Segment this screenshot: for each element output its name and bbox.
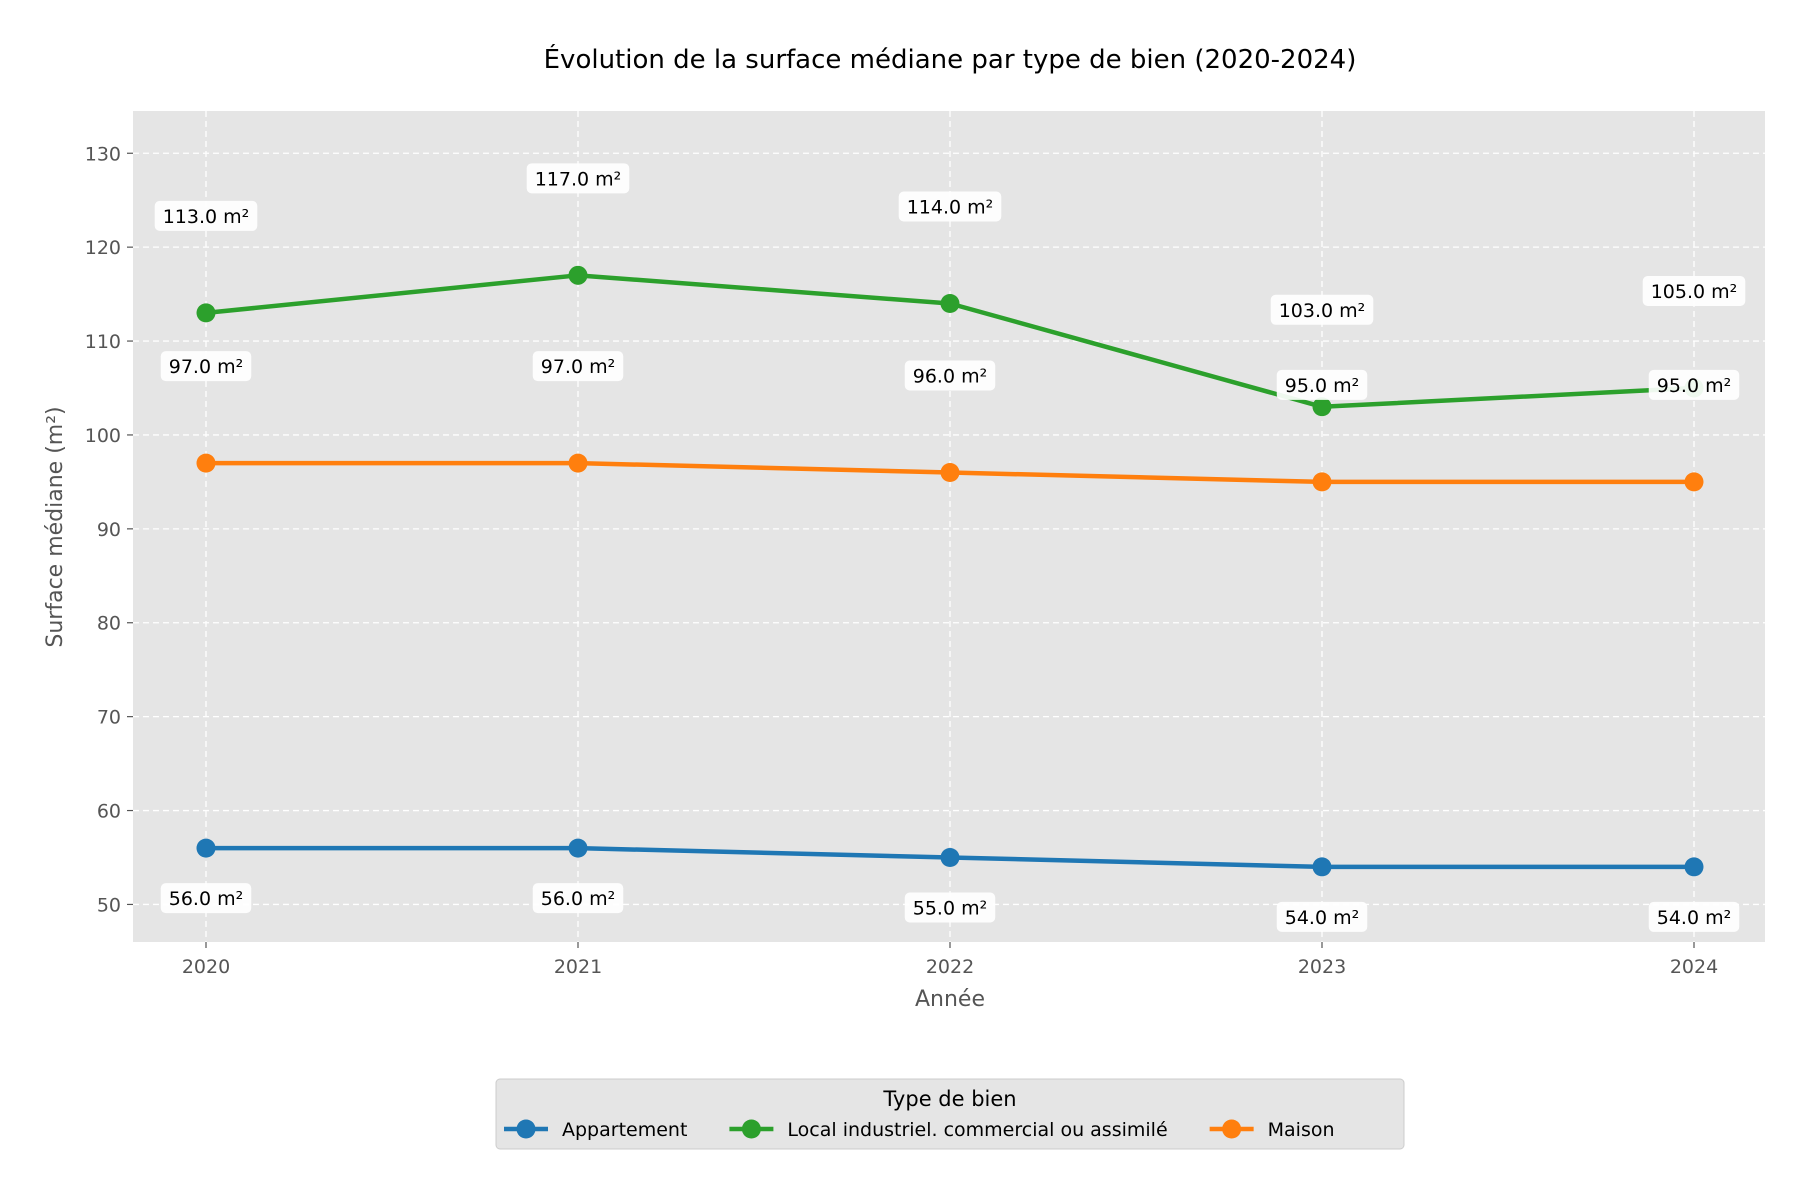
x-axis-label: Année [915, 987, 985, 1012]
data-label-box [154, 200, 258, 231]
data-label-box [904, 360, 996, 391]
y-tick-label: 80 [97, 613, 121, 635]
x-tick-label: 2020 [182, 956, 230, 978]
data-point [1312, 397, 1332, 417]
data-label-text: 95.0 m² [1285, 375, 1359, 397]
data-label-box [526, 163, 630, 194]
series-appartement [196, 838, 1704, 877]
legend-item: Maison [1209, 1119, 1335, 1141]
data-label-box [160, 351, 252, 382]
data-label-text: 54.0 m² [1657, 907, 1731, 929]
y-tick-label: 50 [97, 894, 121, 916]
data-label: 54.0 m² [1648, 901, 1740, 932]
chart-title: Évolution de la surface médiane par type… [544, 43, 1357, 75]
data-label: 105.0 m² [1642, 276, 1746, 306]
y-tick-label: 100 [85, 425, 121, 447]
legend-item: Local industriel. commercial ou assimilé [729, 1119, 1168, 1141]
data-label: 96.0 m² [904, 360, 996, 391]
data-label: 56.0 m² [532, 883, 624, 914]
y-tick-label: 120 [85, 237, 121, 259]
data-label: 56.0 m² [160, 883, 252, 914]
data-label-box [532, 883, 624, 914]
data-label-text: 117.0 m² [535, 168, 622, 190]
data-label-text: 96.0 m² [913, 366, 987, 388]
data-label-text: 95.0 m² [1657, 375, 1731, 397]
data-label: 54.0 m² [1276, 901, 1368, 932]
data-label-box [1648, 901, 1740, 932]
y-tick-label: 60 [97, 801, 121, 823]
data-label-box [898, 191, 1002, 222]
x-tick-label: 2023 [1298, 956, 1346, 978]
data-point [568, 838, 588, 858]
data-label-text: 113.0 m² [163, 206, 250, 228]
data-label-text: 103.0 m² [1279, 300, 1366, 322]
data-label: 114.0 m² [898, 191, 1002, 222]
data-label-box [1648, 369, 1740, 400]
data-point [940, 293, 960, 313]
y-tick-label: 110 [85, 331, 121, 353]
x-tick-label: 2022 [926, 956, 974, 978]
data-label-text: 54.0 m² [1285, 907, 1359, 929]
x-tick-label: 2024 [1670, 956, 1718, 978]
data-point [196, 453, 216, 473]
data-label: 103.0 m² [1270, 294, 1374, 325]
axis-ticks: 50 60 70 80 90 100 110 120 130 2020 2021 2022 2023 20… [85, 143, 1718, 978]
data-label: 117.0 m² [526, 163, 630, 194]
y-axis-label: Surface médiane (m²) [43, 406, 68, 647]
data-label-box [1642, 276, 1746, 306]
data-label-box [1276, 901, 1368, 932]
legend-label: Appartement [562, 1119, 687, 1141]
data-label-box [532, 351, 624, 382]
data-point [1312, 472, 1332, 492]
data-label: 95.0 m² [1648, 369, 1740, 400]
data-label-box [1276, 369, 1368, 400]
y-tick-label: 130 [85, 143, 121, 165]
data-labels: 56.0 m² 56.0 m² 55.0 m² 54.0 m² 54.0 m² 113.0… [154, 163, 1746, 932]
legend-label: Maison [1268, 1119, 1335, 1141]
data-label: 97.0 m² [532, 351, 624, 382]
data-label: 113.0 m² [154, 200, 258, 231]
y-tick-label: 90 [97, 519, 121, 541]
data-point [568, 265, 588, 285]
data-label-text: 56.0 m² [169, 888, 243, 910]
data-point [1684, 472, 1704, 492]
data-label: 55.0 m² [904, 892, 996, 923]
legend-box [495, 1078, 1405, 1150]
data-point [1684, 857, 1704, 877]
legend-marker [741, 1119, 761, 1139]
data-label: 97.0 m² [160, 351, 252, 382]
data-label-box [160, 883, 252, 914]
data-point [196, 838, 216, 858]
plot-area [133, 111, 1765, 942]
legend: Type de bien Appartement Local industriel… [495, 1078, 1405, 1150]
data-point [568, 453, 588, 473]
series-lines [196, 265, 1704, 877]
data-label-box [904, 892, 996, 923]
data-point [196, 303, 216, 323]
legend-items: Appartement Local industriel. commercial … [504, 1119, 1335, 1141]
legend-marker [516, 1119, 536, 1139]
data-label-text: 97.0 m² [541, 356, 615, 378]
grid-lines [133, 111, 1765, 942]
data-label-text: 56.0 m² [541, 888, 615, 910]
legend-item: Appartement [504, 1119, 687, 1141]
legend-marker [1222, 1119, 1242, 1139]
data-label-text: 105.0 m² [1651, 281, 1738, 303]
data-point [1312, 857, 1332, 877]
data-label-text: 114.0 m² [907, 196, 994, 218]
y-tick-label: 70 [97, 707, 121, 729]
data-point [940, 847, 960, 867]
data-label-box [1270, 294, 1374, 325]
data-label-text: 97.0 m² [169, 356, 243, 378]
series-maison [196, 453, 1704, 492]
data-point [940, 463, 960, 483]
legend-title: Type de bien [882, 1087, 1016, 1111]
legend-label: Local industriel. commercial ou assimilé [787, 1119, 1167, 1141]
data-label: 95.0 m² [1276, 369, 1368, 400]
x-tick-label: 2021 [554, 956, 602, 978]
data-label-text: 55.0 m² [913, 897, 987, 919]
